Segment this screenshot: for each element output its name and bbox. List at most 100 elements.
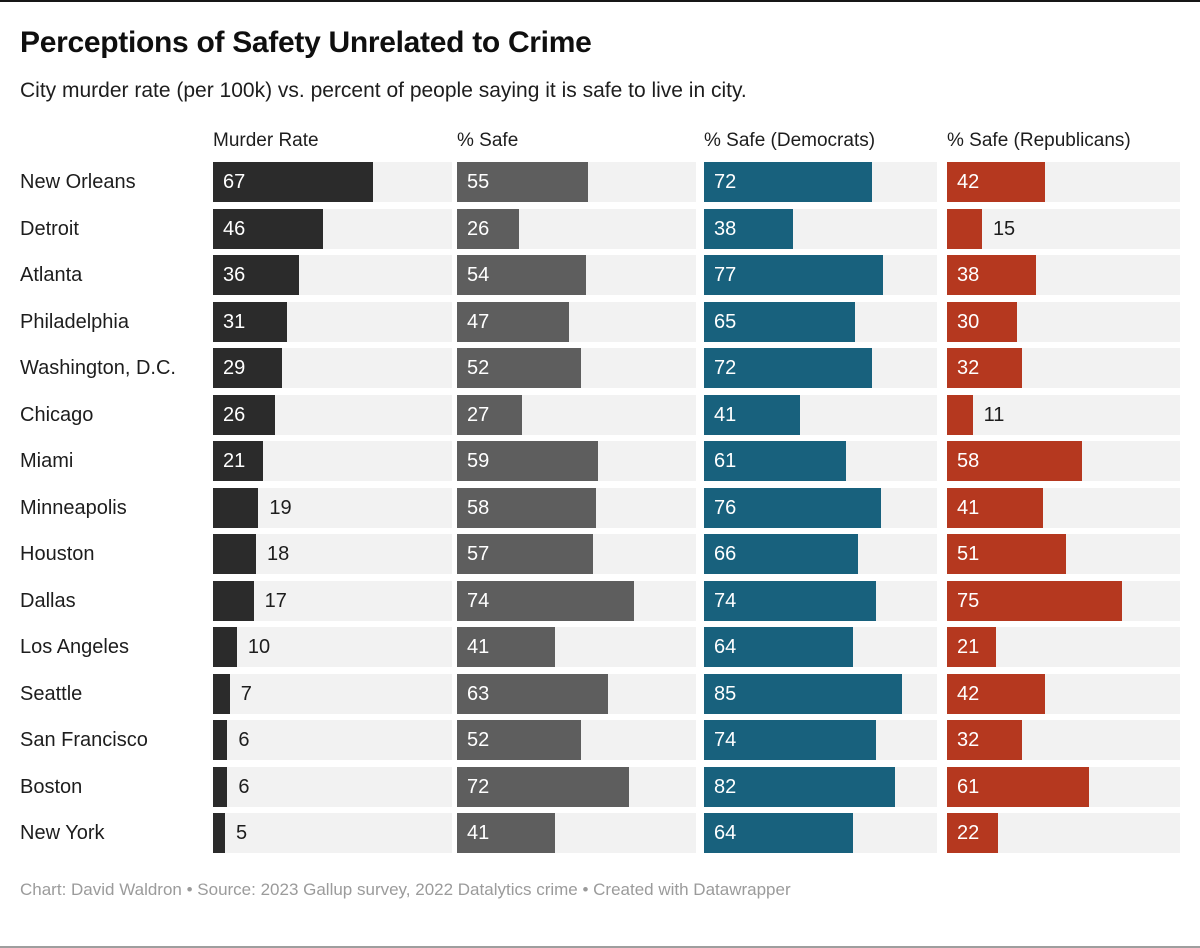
safe-bar — [457, 766, 630, 807]
safe-bar-track: 27 — [457, 394, 696, 435]
city-label: Miami — [20, 450, 74, 472]
bar-value-label: 58 — [467, 496, 490, 519]
safe-bar-track: 59 — [457, 441, 696, 481]
bar-value-label: 30 — [957, 310, 980, 333]
bar-value-label: 31 — [223, 310, 246, 333]
safe-democrats-bar-track: 74 — [704, 720, 937, 760]
safe-republicans-bar — [947, 162, 1045, 202]
safe-republicans-bar-track: 41 — [947, 487, 1180, 528]
bar-value-label: 52 — [467, 357, 490, 379]
safe-republicans-bar-track: 22 — [947, 813, 1180, 853]
bar-value-label: 74 — [714, 729, 737, 751]
table-row: Chicago 26 27 41 11 — [20, 394, 1180, 435]
bar-value-label: 66 — [714, 543, 737, 565]
table-row: Seattle 7 63 85 42 — [20, 673, 1180, 714]
safe-republicans-bar-track: 38 — [947, 255, 1180, 295]
safe-republicans-bar-track: 21 — [947, 627, 1180, 667]
safe-republicans-bar-track: 75 — [947, 580, 1180, 621]
city-label: Boston — [20, 775, 83, 798]
bar-value-label: 15 — [992, 217, 1016, 240]
safe-democrats-bar — [704, 720, 877, 760]
city-label: Philadelphia — [20, 310, 129, 333]
bar-value-label: 82 — [714, 775, 737, 798]
murder-rate-bar-track: 5 — [213, 813, 452, 853]
safe-bar — [457, 580, 634, 621]
murder-rate-bar-track: 46 — [213, 208, 452, 249]
safe-republicans-bar-track: 15 — [947, 208, 1180, 249]
safe-democrats-bar-track: 65 — [704, 301, 937, 342]
bar-value-label: 74 — [467, 589, 490, 612]
column-header-safe: % Safe — [457, 130, 519, 151]
column-header-safe-republicans: % Safe (Republicans) — [947, 130, 1131, 151]
safe-democrats-bar — [704, 348, 872, 388]
bar-value-label: 55 — [467, 171, 490, 193]
safe-bar-track: 26 — [457, 208, 696, 249]
murder-rate-bar-track: 29 — [213, 348, 452, 388]
table-row: San Francisco 6 52 74 32 — [20, 720, 1180, 760]
safe-bar — [457, 487, 596, 528]
safe-republicans-bar-track: 11 — [947, 394, 1180, 435]
safe-republicans-bar — [947, 534, 1066, 574]
safe-republicans-bar-track: 42 — [947, 162, 1180, 202]
bar-value-label: 72 — [714, 357, 737, 379]
safe-republicans-bar — [947, 720, 1022, 760]
city-label: Dallas — [20, 589, 76, 612]
murder-rate-bar-track: 67 — [213, 162, 452, 202]
safe-democrats-bar — [704, 208, 793, 249]
bar-value-label: 21 — [223, 450, 246, 472]
murder-rate-bar — [213, 441, 264, 481]
murder-rate-bar — [213, 673, 230, 714]
bar-value-label: 59 — [467, 450, 490, 472]
murder-rate-bar — [213, 255, 300, 295]
bar-value-label: 41 — [714, 403, 737, 426]
bar-value-label: 10 — [247, 636, 271, 658]
safe-democrats-bar — [704, 673, 903, 714]
safe-bar-track: 54 — [457, 255, 696, 295]
safe-democrats-bar-track: 76 — [704, 487, 937, 528]
murder-rate-bar-track: 18 — [213, 534, 452, 574]
bar-value-label: 38 — [714, 217, 737, 240]
safe-republicans-bar-track: 51 — [947, 534, 1180, 574]
safe-democrats-bar-track: 74 — [704, 580, 937, 621]
safe-republicans-bar-track: 58 — [947, 441, 1180, 481]
bar-value-label: 32 — [957, 729, 980, 751]
murder-rate-bar-track: 6 — [213, 766, 452, 807]
safe-democrats-bar — [704, 813, 854, 853]
safe-democrats-bar-track: 38 — [704, 208, 937, 249]
city-label: Washington, D.C. — [20, 357, 176, 379]
safe-bar — [457, 534, 594, 574]
safe-democrats-bar-track: 82 — [704, 766, 937, 807]
bar-value-label: 27 — [467, 403, 490, 426]
murder-rate-bar-track: 21 — [213, 441, 452, 481]
murder-rate-bar — [213, 162, 374, 202]
murder-rate-bar — [213, 394, 276, 435]
city-label: Detroit — [20, 217, 79, 240]
safe-bar — [457, 441, 598, 481]
city-label: Seattle — [20, 682, 83, 705]
murder-rate-bar — [213, 627, 237, 667]
murder-rate-bar-track: 10 — [213, 627, 452, 667]
murder-rate-bar — [213, 813, 225, 853]
safe-republicans-bar-track: 61 — [947, 766, 1180, 807]
safe-democrats-bar-track: 77 — [704, 255, 937, 295]
safe-bar-track: 72 — [457, 766, 696, 807]
bar-value-label: 52 — [467, 729, 490, 751]
bar-value-label: 42 — [957, 682, 980, 705]
safe-bar — [457, 162, 589, 202]
safe-bar — [457, 301, 570, 342]
safe-bar — [457, 394, 522, 435]
table-row: Dallas 17 74 74 75 — [20, 580, 1180, 621]
bar-value-label: 6 — [238, 729, 250, 751]
chart-title: Perceptions of Safety Unrelated to Crime — [20, 26, 592, 59]
safe-republicans-bar — [947, 255, 1036, 295]
safe-republicans-bar-track: 32 — [947, 720, 1180, 760]
table-row: New Orleans 67 55 72 42 — [20, 162, 1180, 202]
safe-republicans-bar — [947, 441, 1083, 481]
bar-value-label: 67 — [223, 171, 246, 193]
murder-rate-bar — [213, 534, 257, 574]
safe-democrats-bar-track: 66 — [704, 534, 937, 574]
city-label: Los Angeles — [20, 636, 129, 658]
bar-value-label: 61 — [714, 450, 737, 472]
safe-democrats-bar-track: 64 — [704, 813, 937, 853]
